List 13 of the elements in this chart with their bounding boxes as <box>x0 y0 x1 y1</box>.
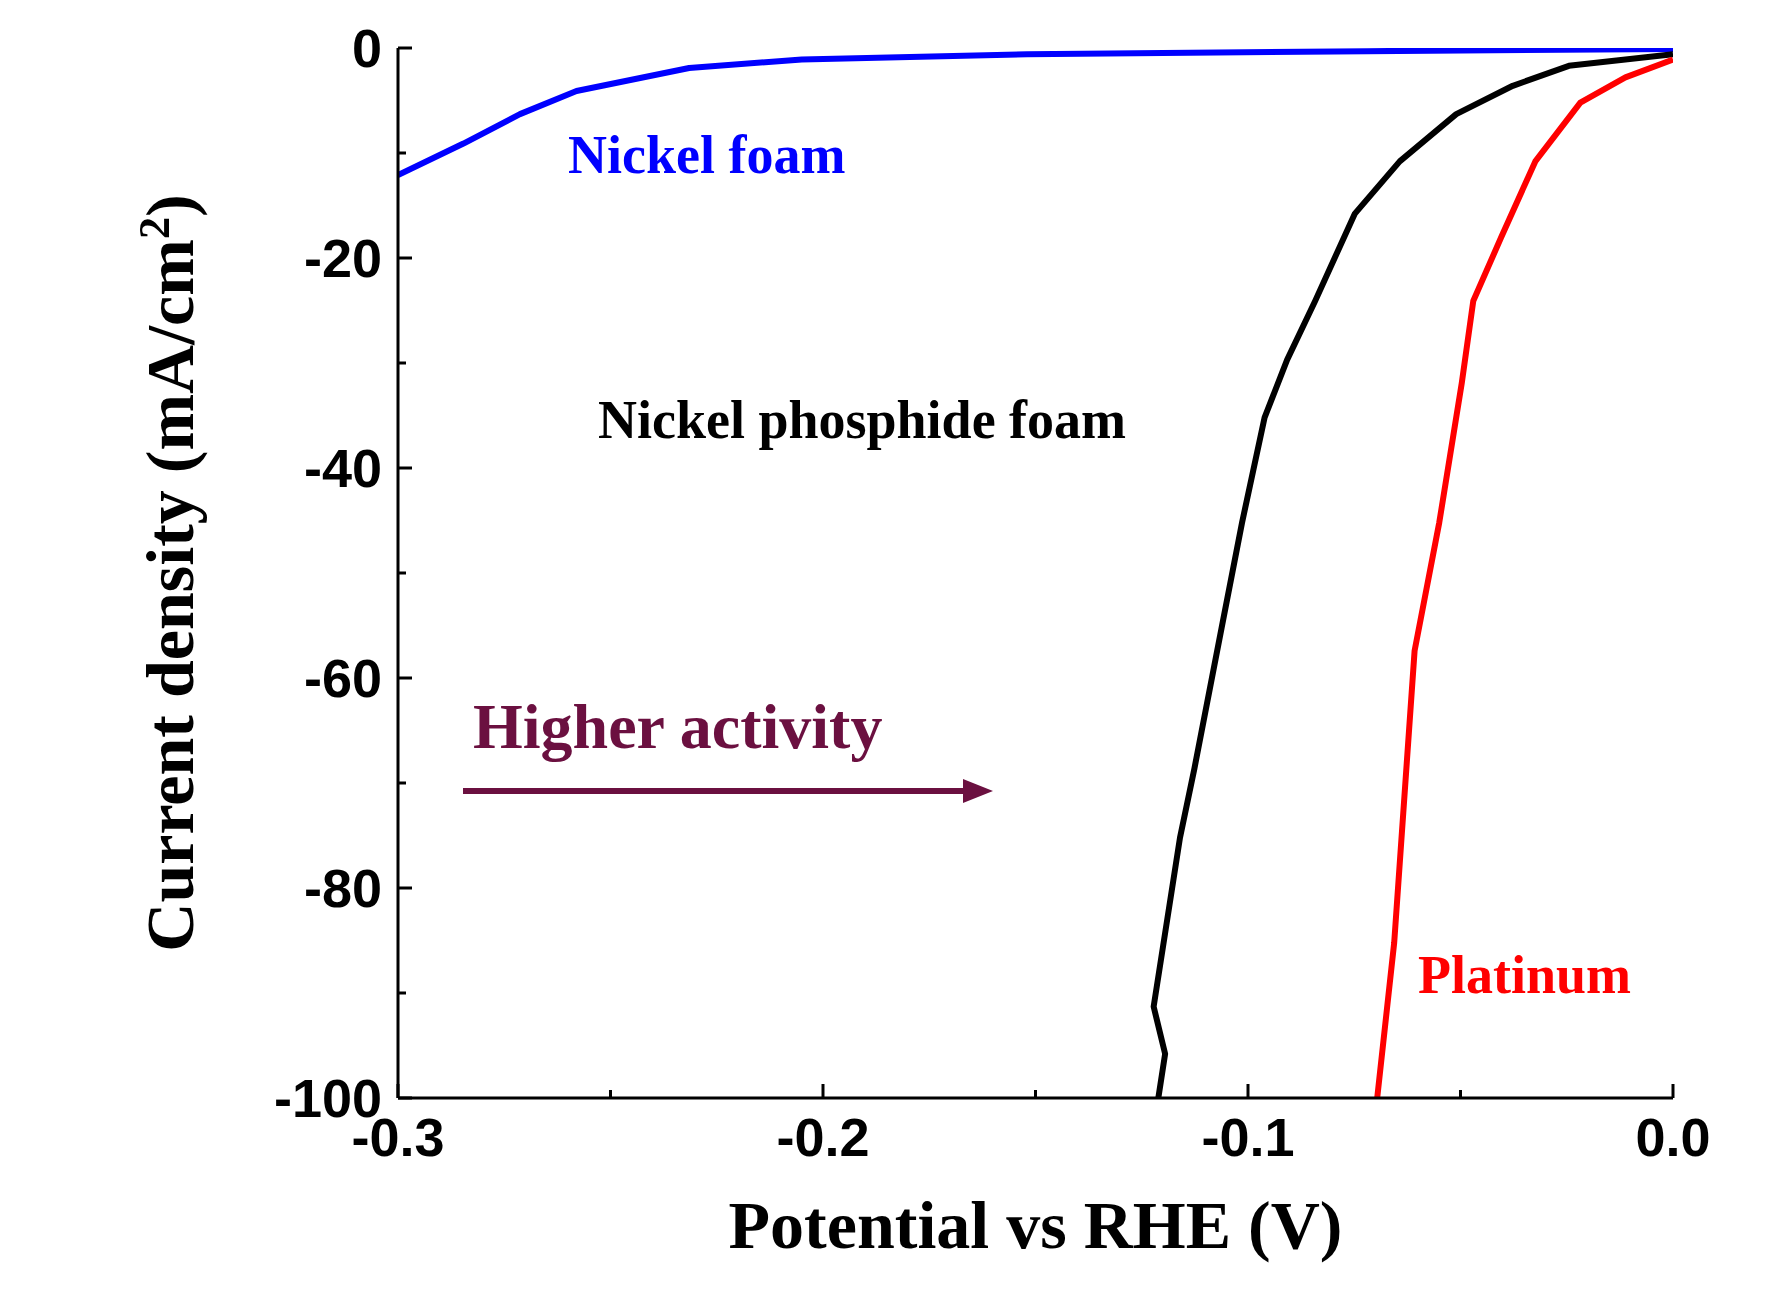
x-tick-label: -0.2 <box>776 1107 870 1167</box>
y-tick-label: -40 <box>303 437 382 498</box>
y-tick-label: 0 <box>351 17 382 78</box>
series-label: Platinum <box>1418 945 1632 1005</box>
series-label: Nickel foam <box>568 125 846 185</box>
y-tick-label: -60 <box>303 647 382 708</box>
y-tick-label: -20 <box>303 227 382 288</box>
x-tick-label: 0.0 <box>1635 1107 1711 1167</box>
x-axis-title: Potential vs RHE (V) <box>728 1187 1343 1263</box>
annotation: Higher activity <box>473 691 883 762</box>
y-tick-label: -80 <box>303 857 382 918</box>
text: Nickel phosphide foam <box>598 390 1127 450</box>
x-tick-label: -0.1 <box>1201 1107 1295 1167</box>
